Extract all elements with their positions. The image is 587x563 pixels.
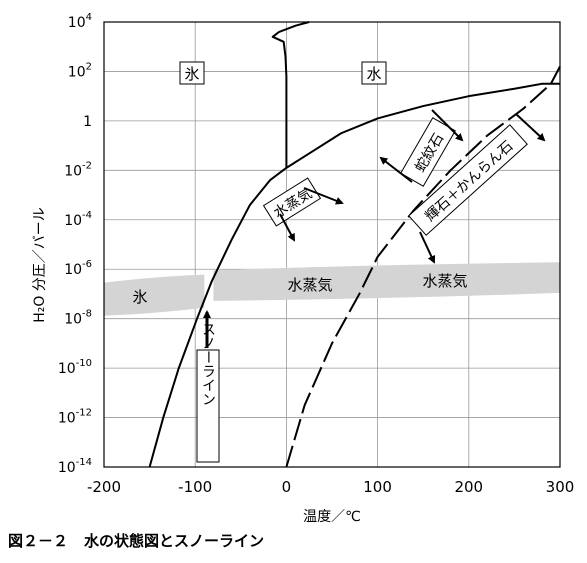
- x-tick-label: 0: [282, 478, 292, 496]
- y-tick-label: 10-6: [64, 259, 92, 278]
- x-tick-label: 300: [546, 478, 575, 496]
- y-tick-label: 1: [83, 114, 92, 130]
- vapor-arrow-down: [279, 213, 295, 242]
- x-tick-label: 200: [454, 478, 483, 496]
- vapor-arrow-right: [303, 187, 344, 205]
- band-1: [213, 262, 560, 301]
- x-tick-label: -100: [178, 478, 212, 496]
- y-tick-label: 10-14: [58, 457, 92, 476]
- figure-caption: 図２－２ 水の状態図とスノーライン: [8, 530, 264, 551]
- plot-frame: [103, 21, 561, 468]
- x-tick-labels: -200 -100 0 100 200 300: [87, 478, 574, 496]
- figure-title: 水の状態図とスノーライン: [84, 532, 265, 550]
- y-tick-label: 10-10: [58, 358, 92, 377]
- serpentine-label-box: 蛇紋石: [400, 117, 456, 187]
- y-tick-label: 10-4: [64, 210, 92, 229]
- water-label-box: 水: [361, 61, 387, 85]
- series-line-2: [285, 66, 561, 468]
- x-tick-label: -200: [87, 478, 121, 496]
- pyroxene-arrow-down: [419, 231, 436, 264]
- svg-text:水: 水: [366, 65, 381, 83]
- grid-lines: [103, 21, 561, 468]
- svg-text:氷: 氷: [184, 65, 199, 83]
- vapor-bands: [104, 262, 560, 316]
- x-axis-label: 温度／℃: [303, 509, 361, 525]
- band-0: [104, 274, 205, 316]
- svg-text:スノーライン: スノーライン: [200, 322, 216, 406]
- y-tick-label: 10-12: [58, 408, 92, 427]
- snowline-label-box: スノーライン: [196, 322, 220, 463]
- y-tick-label: 102: [68, 61, 92, 80]
- pyroxene-arrow-right: [515, 113, 546, 142]
- y-tick-labels: 104 102 1 10-2 10-4 10-6 10-8 10-10 10-12 10-14: [58, 12, 92, 476]
- y-tick-label: 10-8: [64, 309, 92, 328]
- y-axis-label: H₂O 分圧／バール: [32, 207, 48, 323]
- vapor-label-box: 水蒸気: [262, 177, 322, 227]
- band-label-vapor-2: 水蒸気: [422, 272, 467, 290]
- series-line-1: [271, 21, 310, 168]
- phase-diagram-chart: 104 102 1 10-2 10-4 10-6 10-8 10-10 10-12 10-14 -…: [32, 12, 574, 525]
- figure-number: 図２－２: [8, 532, 69, 550]
- y-tick-label: 10-2: [64, 160, 92, 179]
- band-label-vapor-1: 水蒸気: [287, 276, 332, 294]
- phase-curves: [148, 21, 561, 468]
- serpentine-arrow-left: [379, 156, 413, 183]
- band-label-ice: 氷: [132, 288, 147, 306]
- y-tick-label: 104: [68, 12, 92, 31]
- x-tick-label: 100: [363, 478, 392, 496]
- ice-label-box: 氷: [179, 61, 205, 85]
- serpentine-arrow-right: [431, 109, 464, 142]
